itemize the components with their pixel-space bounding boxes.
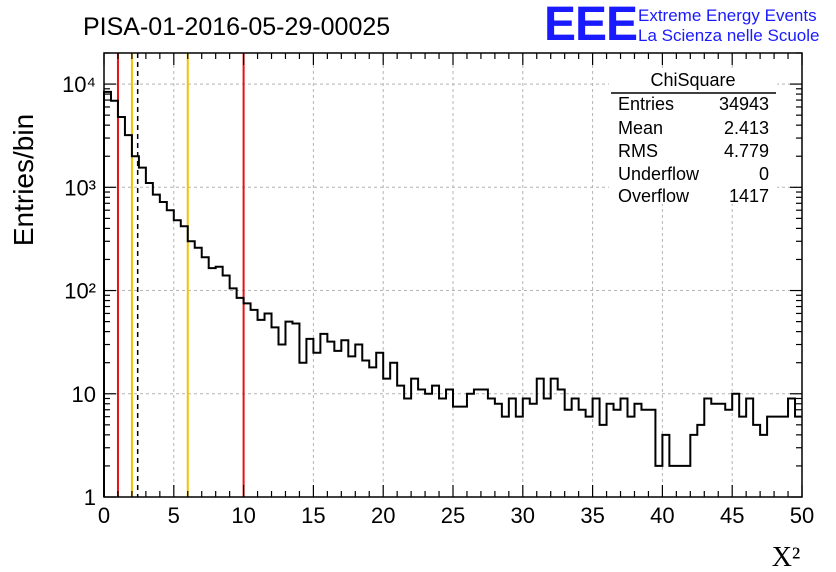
stats-label-rms: RMS xyxy=(618,141,658,161)
y-tick-label: 10² xyxy=(64,279,96,304)
histogram-series xyxy=(103,90,802,497)
axes: 0 5 10 15 20 25 30 35 40 45 50 1 10 10² 10³ 10⁴ xyxy=(62,52,814,528)
stats-value-entries: 34943 xyxy=(719,94,769,114)
x-tick-label: 35 xyxy=(580,503,604,528)
stats-label-mean: Mean xyxy=(618,118,663,138)
stats-label-entries: Entries xyxy=(618,94,674,114)
x-tick-label: 25 xyxy=(441,503,465,528)
eee-logo-line2: La Scienza nelle Scuole xyxy=(638,26,819,45)
x-tick-label: 30 xyxy=(511,503,535,528)
x-tick-label: 50 xyxy=(790,503,814,528)
stats-value-mean: 2.413 xyxy=(724,118,769,138)
x-tick-label: 40 xyxy=(650,503,674,528)
x-tick-label: 45 xyxy=(720,503,744,528)
x-tick-label: 5 xyxy=(168,503,180,528)
x-axis-title: X² xyxy=(772,542,801,572)
eee-logo: EEE Extreme Energy Events La Scienza nel… xyxy=(544,0,819,51)
stats-box-frame xyxy=(609,68,777,204)
reference-lines xyxy=(116,53,245,497)
x-tick-label: 15 xyxy=(301,503,325,528)
eee-logo-line1: Extreme Energy Events xyxy=(638,6,817,25)
histogram-outline xyxy=(103,90,802,497)
stats-label-overflow: Overflow xyxy=(618,186,690,206)
stats-box: ChiSquare Entries 34943 Mean 2.413 RMS 4… xyxy=(609,68,777,206)
y-tick-label: 10⁴ xyxy=(62,72,96,97)
y-tick-label: 10 xyxy=(72,382,96,407)
stats-value-overflow: 1417 xyxy=(729,186,769,206)
run-title: PISA-01-2016-05-29-00025 xyxy=(83,13,390,41)
x-tick-label: 10 xyxy=(231,503,255,528)
y-tick-label: 10³ xyxy=(64,175,96,200)
stats-label-underflow: Underflow xyxy=(618,164,700,184)
x-tick-label: 0 xyxy=(98,503,110,528)
eee-logo-mark: EEE xyxy=(544,0,637,51)
stats-value-rms: 4.779 xyxy=(724,141,769,161)
x-tick-label: 20 xyxy=(371,503,395,528)
stats-title: ChiSquare xyxy=(650,70,735,90)
y-tick-label: 1 xyxy=(84,485,96,510)
stats-value-underflow: 0 xyxy=(759,164,769,184)
y-axis-title: Entries/bin xyxy=(8,114,39,246)
